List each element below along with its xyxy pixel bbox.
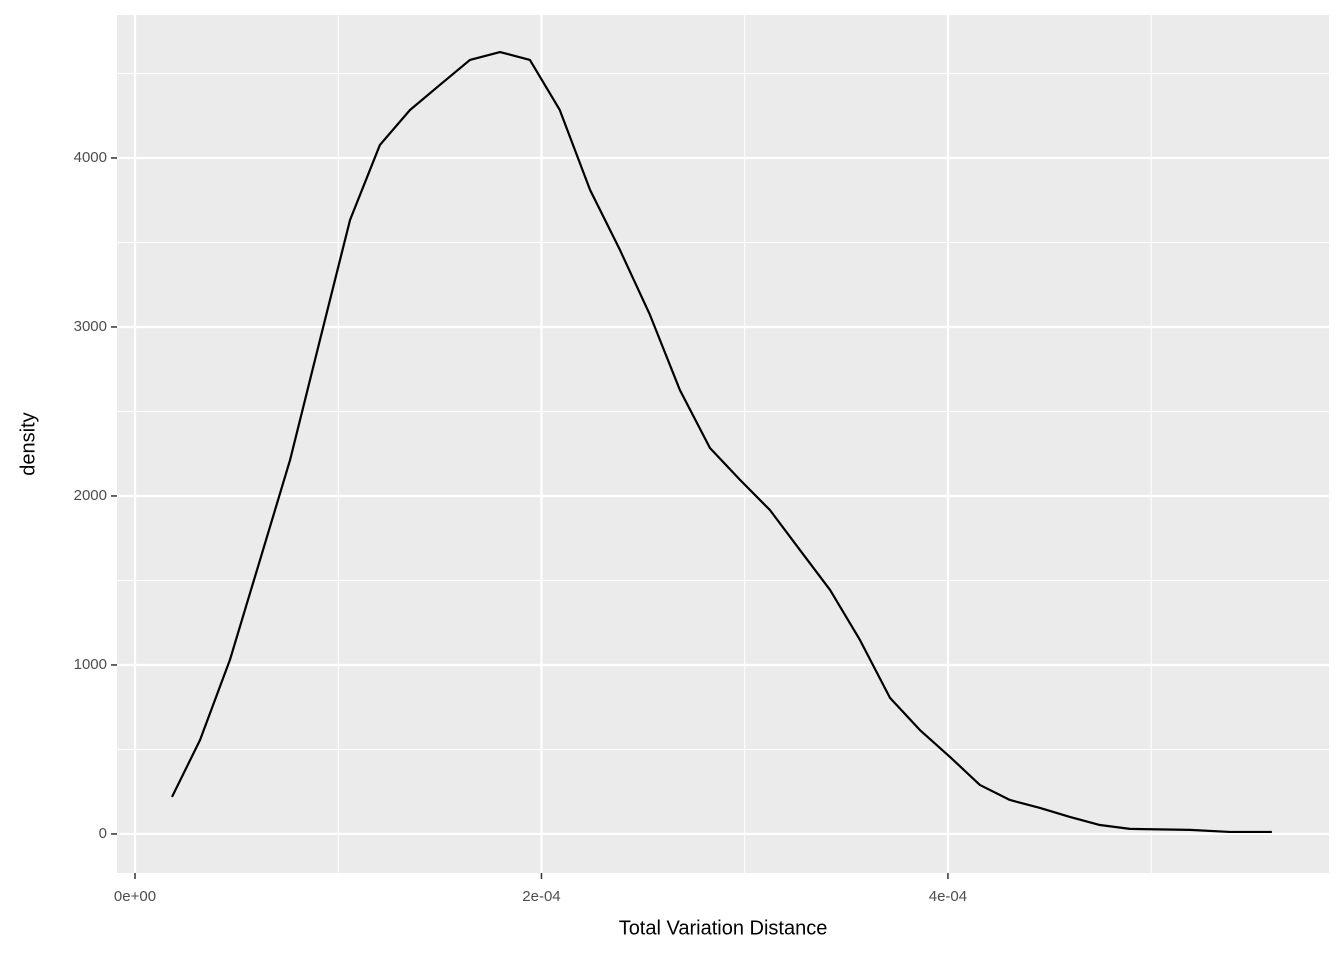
x-tick-label: 0e+00 [114, 888, 156, 905]
y-tick-label: 2000 [74, 487, 107, 504]
x-tick-label: 2e-04 [522, 888, 560, 905]
y-tick-label: 4000 [74, 149, 107, 166]
density-line [171, 50, 1272, 834]
x-tick-label: 4e-04 [929, 888, 967, 905]
y-tick-label: 0 [99, 825, 107, 842]
y-tick-label: 1000 [74, 656, 107, 673]
y-axis-title: density [17, 412, 39, 475]
y-tick-label: 3000 [74, 318, 107, 335]
x-axis-title: Total Variation Distance [619, 917, 828, 939]
panel [117, 15, 1329, 873]
